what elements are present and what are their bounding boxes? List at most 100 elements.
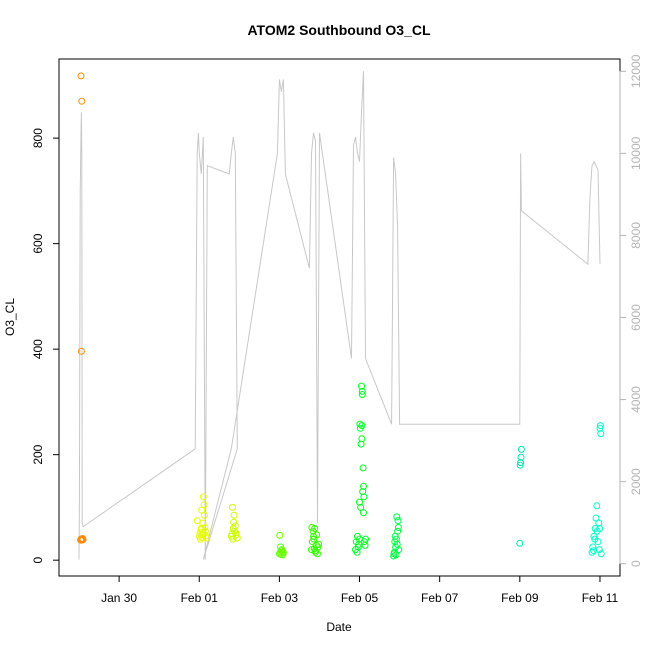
data-point (358, 391, 366, 398)
y-tick-label: 600 (31, 233, 45, 253)
data-point (356, 498, 363, 506)
data-point (310, 532, 317, 540)
data-point (354, 543, 362, 551)
data-point (201, 511, 208, 519)
y-axis-right: 0 2000 4000 6000 8000 10000 12000 (619, 54, 643, 567)
data-point (229, 535, 237, 543)
data-point (230, 518, 238, 526)
x-tick-label: Feb 09 (501, 591, 539, 605)
y2-tick-label: 2000 (629, 468, 643, 495)
data-point (596, 422, 604, 430)
line-series (78, 71, 601, 560)
data-point (198, 506, 206, 514)
x-tick-label: Feb 03 (261, 591, 299, 605)
x-axis: Jan 30 Feb 01 Feb 03 Feb 05 Feb 07 Feb 09 Feb … (101, 575, 619, 605)
data-point (357, 503, 365, 511)
data-point (309, 527, 317, 535)
data-point (77, 536, 85, 544)
data-point (277, 550, 285, 558)
data-point (516, 461, 524, 469)
data-point (314, 543, 322, 551)
y-tick-label: 400 (31, 339, 45, 359)
data-point (231, 522, 239, 530)
data-point (588, 548, 596, 556)
data-point (595, 519, 603, 527)
data-point (193, 517, 201, 525)
data-point (391, 532, 399, 540)
data-point (356, 420, 364, 428)
data-point (229, 503, 236, 511)
data-point (202, 532, 210, 540)
data-point (360, 482, 367, 490)
data-point (276, 531, 284, 539)
x-axis-label: Date (326, 620, 352, 634)
data-point (197, 535, 204, 543)
plot-frame (58, 58, 621, 577)
data-point (355, 540, 363, 548)
data-point (597, 550, 605, 558)
data-point (232, 529, 240, 537)
y-axis-label: O3_CL (3, 298, 17, 336)
data-point (590, 547, 598, 555)
data-point (596, 424, 604, 432)
x-tick-label: Feb 05 (341, 591, 379, 605)
data-point (357, 440, 365, 448)
y-tick-label: 0 (31, 557, 45, 564)
data-point (589, 543, 597, 551)
data-point (394, 517, 402, 525)
data-point (591, 535, 599, 543)
data-point (360, 509, 367, 517)
x-tick-label: Feb 11 (582, 591, 619, 605)
data-point (308, 524, 316, 531)
data-point (359, 464, 367, 472)
point-series (77, 72, 605, 560)
data-point (592, 514, 600, 522)
x-tick-label: Feb 07 (421, 591, 459, 605)
data-point (313, 531, 321, 539)
data-point (359, 488, 367, 496)
y-axis-left: 0 200 400 600 800 (31, 128, 60, 564)
data-point (358, 382, 365, 390)
data-point (358, 435, 366, 443)
data-point (77, 347, 85, 355)
data-point (353, 548, 361, 556)
y2-tick-label: 4000 (629, 386, 643, 413)
y-tick-label: 800 (31, 128, 45, 148)
y-tick-label: 200 (31, 444, 45, 464)
data-point (198, 534, 206, 541)
data-point (516, 539, 524, 547)
data-point (358, 387, 366, 395)
data-point (393, 540, 401, 548)
y2-tick-label: 0 (629, 560, 643, 567)
data-point (230, 511, 238, 519)
data-point (231, 527, 238, 535)
data-point (77, 72, 85, 80)
x-tick-label: Feb 01 (181, 591, 219, 605)
y2-tick-label: 8000 (629, 222, 643, 249)
y2-tick-label: 10000 (629, 136, 643, 170)
data-point (393, 513, 401, 521)
data-point (361, 541, 369, 549)
chart-title: ATOM2 Southbound O3_CL (247, 22, 430, 38)
data-point (517, 453, 525, 461)
data-point (517, 459, 525, 467)
data-point (390, 550, 398, 558)
data-point (201, 524, 209, 531)
data-point (517, 445, 525, 453)
data-point (593, 502, 601, 510)
data-point (596, 525, 604, 532)
y2-tick-label: 12000 (629, 54, 643, 88)
data-point (78, 97, 86, 105)
data-point (597, 430, 605, 438)
data-point (79, 535, 87, 542)
x-tick-label: Jan 30 (101, 591, 137, 605)
data-point (394, 524, 402, 531)
data-point (199, 519, 207, 527)
data-point (197, 526, 205, 534)
data-point (199, 493, 207, 501)
data-point (358, 422, 366, 430)
data-point (360, 493, 368, 501)
y2-tick-label: 6000 (629, 304, 643, 331)
line-series-path (78, 71, 601, 560)
